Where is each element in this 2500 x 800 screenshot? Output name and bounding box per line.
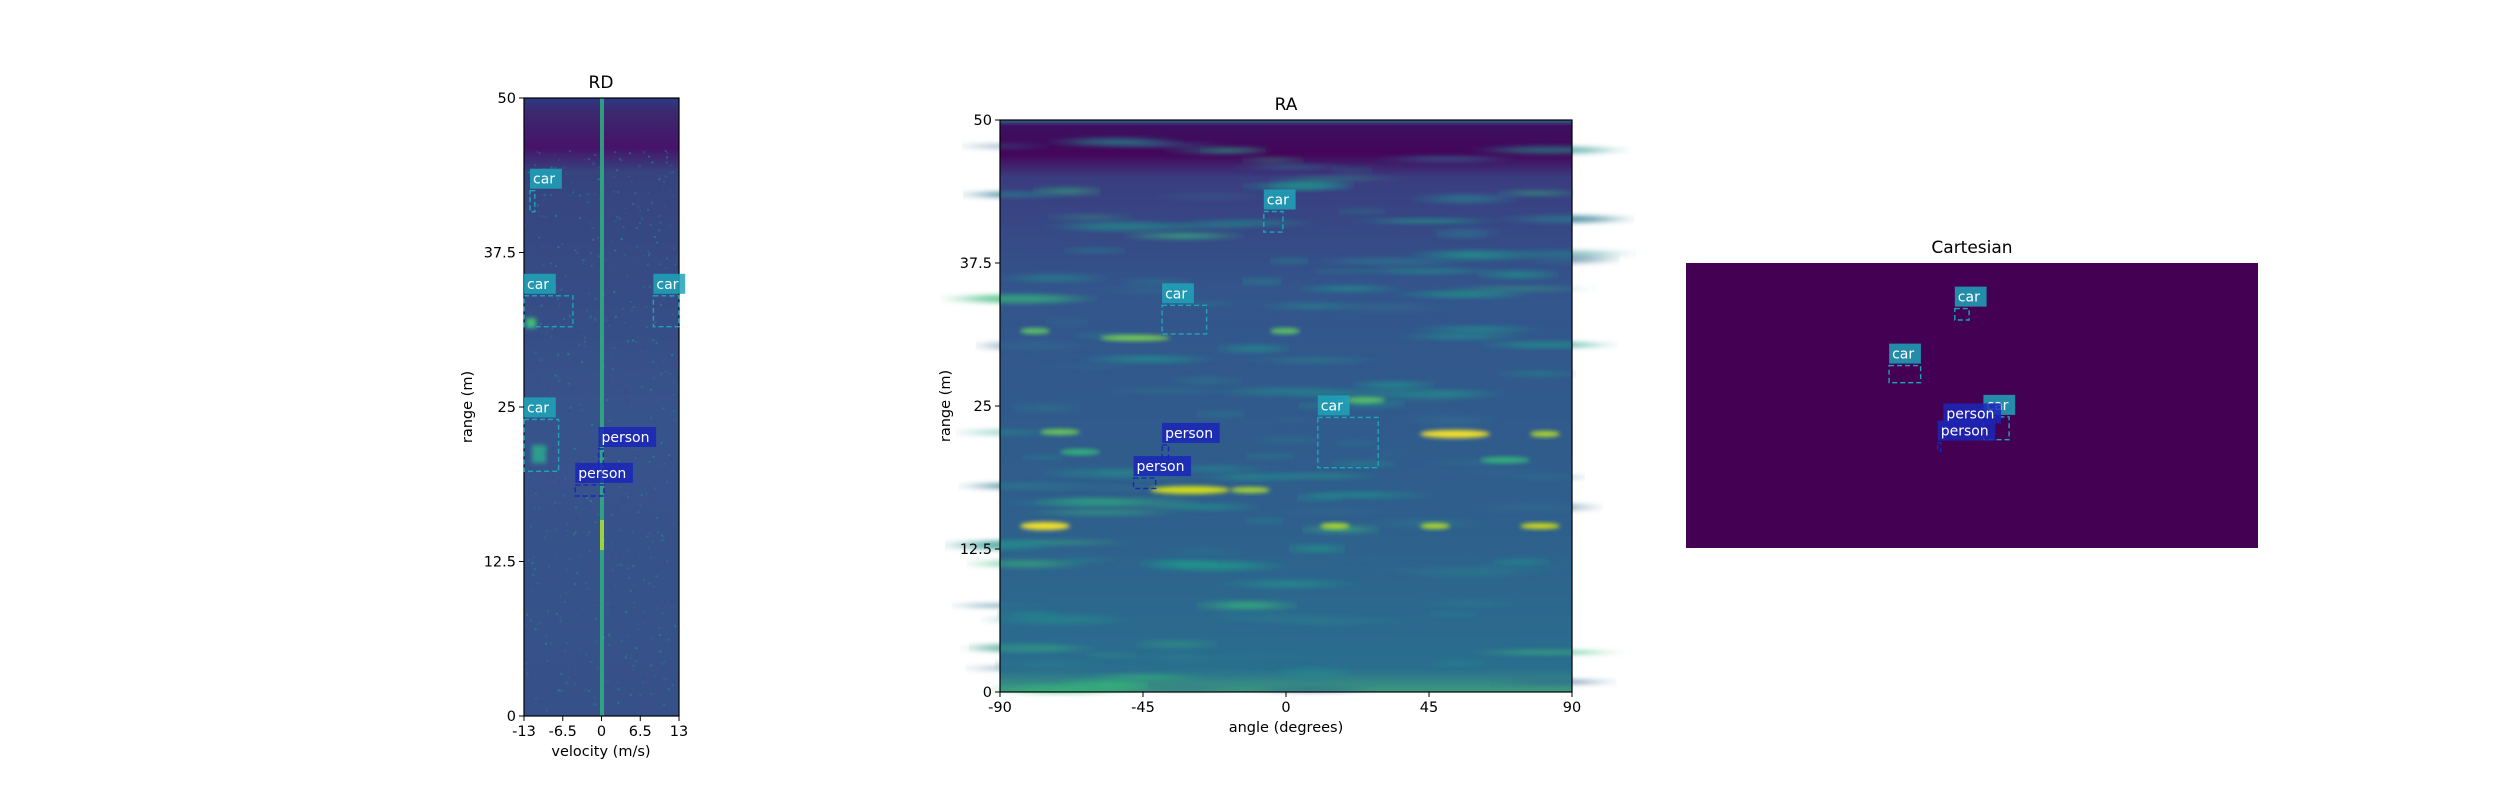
ra-person-box: [1161, 444, 1170, 459]
rd-person-label-bg: [598, 427, 657, 447]
ra-person-label: person: [1165, 426, 1213, 442]
cart-car-label: car: [1958, 290, 1980, 306]
ra-y-axis-label: range (m): [938, 370, 954, 442]
ra-y-tick-label: 37.5: [960, 256, 992, 272]
cart-person-label: person: [1941, 424, 1989, 440]
rd-title: RD: [589, 73, 614, 93]
ra-heatmap: [961, 120, 1617, 694]
rd-x-ticks: -13 -6.5 0 6.5 13: [512, 716, 688, 740]
rd-y-axis-label: range (m): [460, 371, 476, 443]
rd-car-box: [523, 295, 574, 328]
ra-x-tick-label: 0: [1281, 700, 1290, 716]
ra-car-label: car: [1321, 398, 1343, 414]
cart-person-label-bg: [1937, 420, 1996, 441]
rd-car-label-bg: [653, 273, 686, 294]
rd-car-box: [652, 295, 680, 328]
ra-detections: car car car person person: [1132, 189, 1379, 490]
rd-y-tick-label: 37.5: [484, 246, 516, 262]
ra-x-tick-label: -90: [988, 700, 1012, 716]
rd-person-label: person: [602, 430, 650, 446]
ra-heatmap-texture: [961, 137, 1617, 694]
ra-car-label-bg: [1162, 283, 1194, 304]
ra-car-box: [1317, 416, 1379, 469]
ra-car-box: [1263, 210, 1284, 233]
rd-car-label: car: [527, 400, 549, 416]
rd-car-box: [529, 189, 536, 213]
rd-car-label-bg: [524, 397, 556, 418]
rd-detections: car car car car person person: [523, 168, 686, 497]
rd-y-ticks: 0 12.5 25 37.5 50: [484, 91, 524, 725]
rd-y-tick-label: 12.5: [484, 555, 516, 571]
cart-car-label-bg: [1954, 286, 1987, 307]
cart-car-label-bg: [1889, 343, 1921, 364]
cartesian-title: Cartesian: [1931, 238, 2012, 258]
cart-person-box: [1936, 441, 1942, 452]
rd-car-label-bg: [524, 273, 556, 294]
rd-y-tick-label: 0: [507, 709, 516, 725]
cart-person-label: person: [1946, 406, 1994, 422]
ra-y-ticks: 0 12.5 25 37.5 50: [960, 113, 1000, 701]
ra-car-box: [1161, 304, 1208, 335]
rd-person-box: [574, 484, 605, 497]
ra-y-tick-label: 25: [974, 399, 992, 415]
ra-x-axis-label: angle (degrees): [1229, 720, 1344, 736]
ra-x-tick-label: 90: [1563, 700, 1581, 716]
ra-x-ticks: -90 -45 0 45 90: [988, 692, 1581, 716]
ra-title: RA: [1275, 95, 1298, 115]
cart-car-box: [1954, 307, 1970, 321]
rd-y-tick-label: 50: [498, 91, 516, 107]
rd-car-label: car: [533, 172, 555, 188]
rd-car-label-bg: [530, 168, 562, 189]
cart-car-label: car: [1892, 347, 1914, 363]
ra-car-label-bg: [1317, 395, 1350, 416]
ra-y-tick-label: 0: [983, 685, 992, 701]
ra-y-tick-label: 50: [974, 113, 992, 129]
ra-person-box: [1132, 477, 1157, 490]
rd-x-tick-label: -6.5: [549, 724, 577, 740]
rd-car-label: car: [656, 277, 678, 293]
ra-y-tick-label: 12.5: [960, 542, 992, 558]
ra-person-label-bg: [1133, 456, 1192, 477]
cart-car-box: [1888, 364, 1922, 384]
rd-person-box: [597, 448, 605, 474]
ra-car-label: car: [1165, 286, 1187, 302]
ra-x-tick-label: 45: [1420, 700, 1438, 716]
cart-person-label-bg: [1943, 403, 2001, 424]
rd-x-tick-label: 0: [597, 724, 606, 740]
ra-person-label: person: [1137, 459, 1185, 475]
rd-person-label-bg: [575, 462, 633, 483]
rd-panel: RD car car car car person person -13 -6.5 0 6.5 1…: [460, 73, 688, 760]
rd-car-box: [523, 418, 560, 472]
rd-x-axis-label: velocity (m/s): [551, 744, 650, 760]
rd-person-label: person: [578, 466, 626, 482]
rd-x-tick-label: -13: [512, 724, 536, 740]
rd-car-label: car: [527, 277, 549, 293]
rd-y-tick-label: 25: [498, 400, 516, 416]
ra-person-label-bg: [1162, 422, 1220, 443]
ra-x-tick-label: -45: [1131, 700, 1155, 716]
rd-x-tick-label: 13: [670, 724, 688, 740]
ra-panel: RA car car car person person -90 -45 0 45 90 0 12…: [938, 95, 1617, 736]
ra-car-label-bg: [1263, 189, 1296, 210]
ra-car-label: car: [1267, 193, 1289, 209]
rd-x-tick-label: 6.5: [629, 724, 652, 740]
